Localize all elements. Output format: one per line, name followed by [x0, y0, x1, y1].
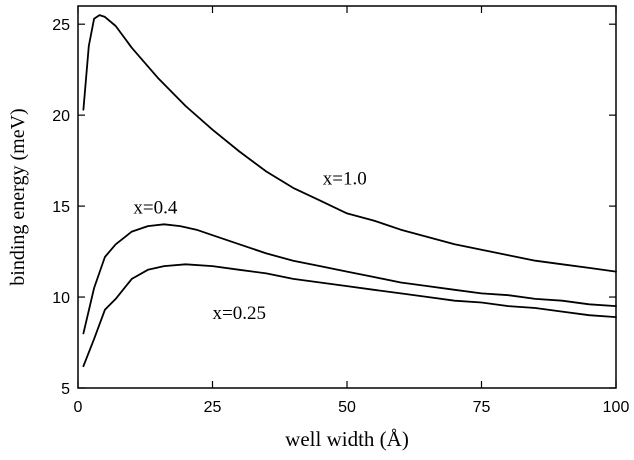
- series-label-0: x=1.0: [323, 168, 367, 189]
- y-axis-label: binding energy (meV): [7, 108, 29, 285]
- series-line-2: [82, 263, 617, 368]
- x-tick-label-0: 0: [74, 399, 83, 416]
- x-axis-label: well width (Å): [285, 427, 409, 451]
- series-group: [82, 14, 617, 368]
- y-tick-label-3: 20: [52, 108, 70, 125]
- axis-ticks: 0 25 50 75 100 5 10 15 20 25: [52, 6, 629, 416]
- y-tick-label-4: 25: [52, 17, 70, 34]
- series-line-0: [82, 14, 617, 273]
- y-tick-label-2: 15: [52, 199, 70, 216]
- x-tick-label-2: 50: [338, 399, 356, 416]
- y-tick-label-1: 10: [52, 290, 70, 307]
- series-line-1: [82, 223, 617, 335]
- x-tick-label-1: 25: [204, 399, 222, 416]
- series-label-1: x=0.4: [133, 197, 177, 218]
- series-label-2: x=0.25: [213, 303, 266, 324]
- x-tick-label-3: 75: [473, 399, 491, 416]
- y-tick-label-0: 5: [61, 381, 70, 398]
- x-tick-label-4: 100: [603, 399, 630, 416]
- series-labels: x=1.0 x=0.4 x=0.25: [133, 168, 366, 324]
